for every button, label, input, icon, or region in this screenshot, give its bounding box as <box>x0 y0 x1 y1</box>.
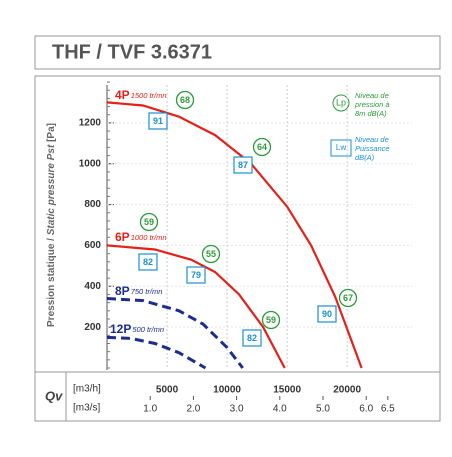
lp-label: 67 <box>343 293 353 303</box>
lp-label: 59 <box>266 315 276 325</box>
lp-marker <box>252 137 272 157</box>
lw-marker <box>233 156 253 174</box>
x2-tick-label: 6.5 <box>381 404 395 415</box>
series-name: 4P <box>115 88 130 102</box>
y-tick-label: 1200 <box>79 117 102 128</box>
x2-tick-label: 5.0 <box>316 404 330 415</box>
series-label: 8P750 tr/mn <box>115 284 162 298</box>
x-tick-label: 10000 <box>213 385 241 396</box>
lw-label: 90 <box>322 309 332 319</box>
y-tick-label: 1000 <box>79 158 102 169</box>
legend-text: Puissance <box>355 144 390 153</box>
y-tick-label: 200 <box>84 322 101 333</box>
y-axis-label: Pression statique / Static pressure Pst … <box>46 123 57 327</box>
lw-marker <box>148 112 168 130</box>
lw-marker <box>317 305 337 323</box>
lp-label: 55 <box>206 249 216 259</box>
series-speed: 1000 tr/mn <box>131 233 167 242</box>
legend-lw: Lw <box>336 143 346 152</box>
x2-tick-label: 4.0 <box>273 404 287 415</box>
legend-lp: Lp <box>336 97 346 107</box>
lp-label: 59 <box>144 217 154 227</box>
lp-marker <box>175 90 195 110</box>
lp-marker <box>338 288 358 308</box>
legend-text: dB(A) <box>355 153 375 162</box>
legend-text: pression à <box>354 100 390 109</box>
lp-label: 68 <box>180 95 190 105</box>
x-axis-name: Qv <box>45 388 63 403</box>
x-axis-label: [m3/h] <box>73 384 101 395</box>
x2-axis-label: [m3/s] <box>73 403 100 414</box>
legend-text: 8m dB(A) <box>355 109 387 118</box>
lp-marker <box>139 212 159 232</box>
x2-tick-label: 2.0 <box>186 404 200 415</box>
series-label: 6P1000 tr/mn <box>115 230 167 244</box>
x-tick-label: 20000 <box>333 385 361 396</box>
chart-title: THF / TVF 3.6371 <box>52 41 212 63</box>
series-label: 12P500 tr/mn <box>110 322 164 336</box>
lw-marker <box>186 266 206 284</box>
series-name: 6P <box>115 230 130 244</box>
y-tick-label: 400 <box>84 281 101 292</box>
series-speed: 750 tr/mn <box>131 287 163 296</box>
series-line <box>106 244 286 369</box>
series-label: 4P1500 tr/mn <box>115 88 167 102</box>
lw-marker <box>138 253 158 271</box>
lp-marker <box>261 310 281 330</box>
lw-label: 91 <box>153 116 163 126</box>
x-tick-label: 15000 <box>273 385 301 396</box>
legend-lp-icon <box>332 94 350 112</box>
x2-tick-label: 3.0 <box>230 404 244 415</box>
lw-label: 82 <box>247 333 257 343</box>
x2-tick-label: 6.0 <box>359 404 373 415</box>
y-tick-label: 800 <box>84 199 101 210</box>
series-line <box>106 297 244 369</box>
series-name: 12P <box>110 322 131 336</box>
lp-label: 64 <box>257 142 267 152</box>
lw-label: 87 <box>238 160 248 170</box>
legend-text: Niveau de <box>355 91 389 100</box>
lw-label: 82 <box>143 257 153 267</box>
series-speed: 500 tr/mn <box>132 325 164 334</box>
legend-lw-icon <box>330 139 352 157</box>
y-tick-label: 600 <box>84 240 101 251</box>
frame <box>34 75 441 422</box>
lw-marker <box>242 329 262 347</box>
series-speed: 1500 tr/mn <box>131 91 167 100</box>
series-name: 8P <box>115 284 130 298</box>
lw-label: 79 <box>191 270 201 280</box>
x-tick-label: 5000 <box>156 385 179 396</box>
title-box <box>34 35 441 70</box>
x2-tick-label: 1.0 <box>143 404 157 415</box>
series-line <box>106 335 207 370</box>
legend-text: Niveau de <box>355 135 389 144</box>
lp-marker <box>201 244 221 264</box>
